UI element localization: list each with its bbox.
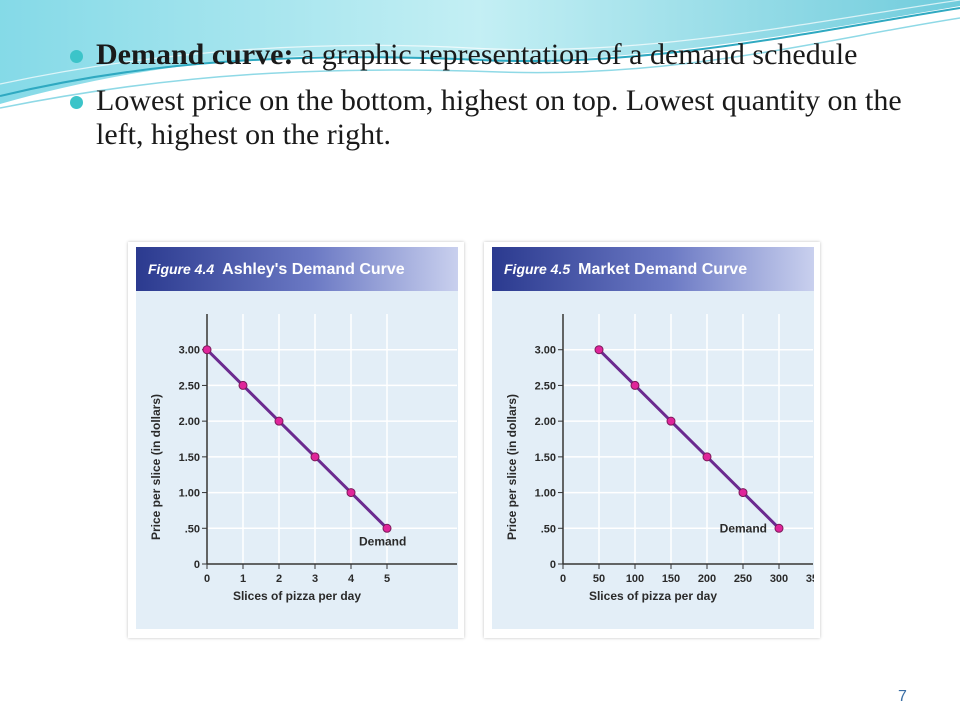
demand-line (597, 348, 781, 530)
data-point (382, 523, 392, 533)
y-tick-label: 2.50 (179, 380, 200, 392)
figure-label: Figure 4.5 (504, 261, 571, 277)
bullet-item-axis-order: Lowest price on the bottom, highest on t… (70, 84, 930, 152)
bullet-list: Demand curve: a graphic representation o… (70, 38, 930, 164)
bullet-dot-icon (70, 50, 83, 63)
figure-market-demand-curve: Figure 4.5 Market Demand Curve 0 .50 1.00 1.… (484, 242, 820, 638)
data-point (630, 380, 640, 390)
data-point (346, 488, 356, 498)
x-tick-label: 300 (770, 573, 788, 585)
y-tick-label: 2.50 (535, 380, 556, 392)
data-point (666, 416, 676, 426)
x-tick-label: 250 (734, 573, 752, 585)
y-tick-label: 2.00 (179, 416, 200, 428)
x-tick-label: 2 (276, 573, 282, 585)
x-tick-label: 0 (204, 573, 210, 585)
figure-title-bar: Figure 4.5 Market Demand Curve (492, 247, 814, 291)
data-point (310, 452, 320, 462)
bullet-term: Demand curve: (96, 38, 294, 71)
y-tick-label: 3.00 (179, 345, 200, 357)
series-label: Demand (720, 521, 767, 535)
series-label: Demand (359, 534, 406, 548)
x-tick-label: 50 (593, 573, 605, 585)
y-tick-label: 1.50 (535, 452, 556, 464)
x-tick-label: 350 (806, 573, 814, 585)
y-tick-label: 2.00 (535, 416, 556, 428)
y-tick-label: 1.50 (179, 452, 200, 464)
y-tick-label: 0 (194, 559, 200, 571)
x-tick-label: 3 (312, 573, 318, 585)
data-point (202, 345, 212, 355)
data-point (274, 416, 284, 426)
demand-line (205, 348, 389, 530)
data-point (238, 380, 248, 390)
figure-ashley-demand-curve: Figure 4.4 Ashley's Demand Curve 0 .50 1.00… (128, 242, 464, 638)
x-tick-label: 0 (560, 573, 566, 585)
x-tick-label: 4 (348, 573, 355, 585)
data-point (774, 523, 784, 533)
y-tick-label: 3.00 (535, 345, 556, 357)
bullet-text: a graphic representation of a demand sch… (293, 38, 858, 71)
figure-title: Ashley's Demand Curve (222, 261, 405, 278)
figure-title-bar: Figure 4.4 Ashley's Demand Curve (136, 247, 458, 291)
plot-panel: 0 .50 1.00 1.50 2.00 2.50 3.00 0 1 2 3 4 5 Slices of … (136, 291, 458, 629)
x-tick-label: 100 (626, 573, 644, 585)
figure-label: Figure 4.4 (148, 261, 215, 277)
bullet-text: Lowest price on the bottom, highest on t… (96, 84, 902, 151)
x-axis-title: Slices of pizza per day (233, 589, 361, 603)
figure-title: Market Demand Curve (578, 261, 748, 278)
demand-chart-market: 0 .50 1.00 1.50 2.00 2.50 3.00 0 50 100 150 200 250 3… (505, 314, 814, 603)
data-point (738, 488, 748, 498)
y-tick-label: 0 (550, 559, 556, 571)
y-axis-title: Price per slice (in dollars) (149, 394, 163, 540)
y-tick-label: 1.00 (535, 488, 556, 500)
x-tick-label: 1 (240, 573, 246, 585)
data-point (594, 345, 604, 355)
header-wave-decoration (0, 0, 960, 109)
data-point (702, 452, 712, 462)
y-tick-label: .50 (185, 523, 200, 535)
page-number: 7 (898, 688, 907, 705)
y-tick-label: .50 (541, 523, 556, 535)
y-tick-label: 1.00 (179, 488, 200, 500)
x-tick-label: 150 (662, 573, 680, 585)
x-tick-label: 5 (384, 573, 390, 585)
x-tick-label: 200 (698, 573, 716, 585)
bullet-dot-icon (70, 96, 83, 109)
demand-chart-ashley: 0 .50 1.00 1.50 2.00 2.50 3.00 0 1 2 3 4 5 Slices of … (149, 314, 457, 603)
x-axis-title: Slices of pizza per day (589, 589, 717, 603)
bullet-item-demand-curve: Demand curve: a graphic representation o… (70, 38, 930, 72)
plot-panel: 0 .50 1.00 1.50 2.00 2.50 3.00 0 50 100 150 200 250 3… (492, 291, 814, 629)
y-axis-title: Price per slice (in dollars) (505, 394, 519, 540)
